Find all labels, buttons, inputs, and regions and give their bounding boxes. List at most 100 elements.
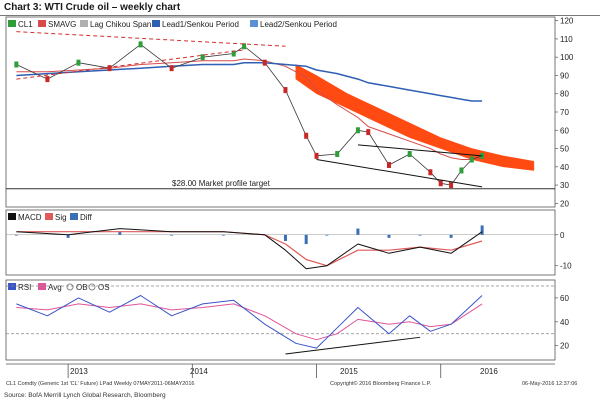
legend-macd: MACD (18, 213, 42, 222)
rsi-tick-label-20: 20 (560, 342, 569, 351)
legend-lead2: Lead2/Senkou Period (260, 20, 337, 29)
cl1-bar-2013-02 (76, 59, 81, 66)
macd-tick-label--10: -10 (560, 262, 572, 271)
legend-swatch-os (88, 283, 96, 291)
title-rule (0, 15, 600, 16)
price-tick-label-120: 120 (560, 17, 574, 26)
cl1-bar-2015-10 (407, 151, 412, 158)
channel-upper-trendline (16, 31, 286, 47)
price-tick-label-70: 70 (560, 108, 569, 117)
macd-signal-line (16, 231, 483, 267)
macd-diff-bar-2012-08 (14, 234, 18, 236)
legend-swatch-chikou (80, 20, 88, 27)
cl1-bar-2016-04 (469, 156, 474, 163)
macd-diff-bar-2015-02 (325, 234, 329, 236)
cl1-bar-2014-05 (231, 50, 236, 57)
cl1-bar-2014-08 (262, 59, 267, 66)
cl1-bar-2015-06 (366, 129, 371, 136)
cl1-bar-2014-06 (242, 43, 247, 50)
price-tick-label-100: 100 (560, 53, 574, 62)
legend-swatch-lead1 (152, 20, 160, 27)
legend-swatch-ob (66, 283, 74, 291)
legend-swatch-macd (8, 213, 16, 220)
macd-diff-bar-2014-10 (283, 234, 287, 241)
macd-diff-bar-2014-12 (304, 234, 308, 245)
price-tick-label-110: 110 (560, 35, 573, 44)
legend-os: OS (98, 283, 110, 292)
cl1-bar-2013-05 (107, 65, 112, 72)
legend-swatch-sig (45, 213, 53, 220)
cl1-bar-2015-05 (355, 127, 360, 134)
legend-swatch-rsi (8, 283, 16, 290)
rsi-divergence-arrow (285, 336, 421, 355)
macd-line (16, 228, 483, 270)
cl1-bar-2014-12 (304, 132, 309, 139)
footer-left: CL1 Comdty (Generic 1st 'CL' Future) LPa… (6, 381, 195, 387)
legend-smavg: SMAVG (48, 20, 76, 29)
price-tick-label-40: 40 (560, 163, 569, 172)
price-tick-label-90: 90 (560, 71, 569, 80)
macd-diff-bar-2013-11 (170, 234, 174, 236)
cl1-bar-2016-03 (459, 167, 464, 174)
legend-cl1: CL1 (18, 20, 33, 29)
macd-diff-bar-2015-08 (387, 234, 391, 238)
macd-diff-bar-2015-05 (356, 228, 360, 235)
lead2-line (16, 61, 483, 102)
rsi-legend: RSI Avg OB OS (8, 283, 110, 292)
cl1-bar-2015-08 (386, 161, 391, 168)
x-label-2016: 2016 (480, 367, 498, 376)
macd-diff-bar-2015-11 (418, 234, 422, 236)
macd-diff-bar-2014-04 (221, 234, 225, 236)
wedge-upper-trendline (357, 144, 483, 157)
cl1-bar-2015-01 (314, 152, 319, 159)
legend-sig: Sig (55, 213, 67, 222)
cl1-bar-2015-03 (335, 151, 340, 158)
legend-lead1: Lead1/Senkou Period (162, 20, 239, 29)
rsi-line (16, 295, 483, 349)
macd-diff-bar-2016-02 (449, 234, 453, 238)
legend-swatch-lead2 (250, 20, 258, 27)
x-label-2015: 2015 (340, 367, 358, 376)
macd-diff-bar-2013-01 (66, 234, 70, 238)
smavg-line (16, 58, 483, 160)
macd-diff-bar-2013-06 (118, 231, 122, 235)
wedge-lower-trendline (316, 159, 483, 188)
legend-chikou: Lag Chikou Span (90, 20, 151, 29)
footer-center: Copyright© 2016 Bloomberg Finance L.P. (330, 381, 432, 387)
price-tick-label-20: 20 (560, 199, 569, 208)
legend-swatch-diff (70, 213, 78, 220)
cl1-bar-2015-12 (428, 169, 433, 176)
legend-avg: Avg (48, 283, 62, 292)
cl1-bar-2016-02 (449, 182, 454, 189)
legend-rsi: RSI (18, 283, 31, 292)
legend-swatch-avg (38, 283, 46, 290)
legend-diff: Diff (80, 213, 93, 222)
macd-tick-label-0: 0 (560, 231, 565, 240)
cl1-bar-2014-02 (200, 54, 205, 61)
legend-swatch-cl1 (8, 20, 16, 27)
rsi-avg-line (16, 303, 483, 341)
legend-swatch-smavg (38, 20, 46, 27)
rsi-tick-label-60: 60 (560, 294, 569, 303)
rsi-panel-frame (5, 279, 556, 361)
macd-panel-frame (5, 209, 556, 276)
macd-legend: MACD Sig Diff (8, 213, 93, 222)
rsi-tick-label-40: 40 (560, 318, 569, 327)
price-tick-label-30: 30 (560, 181, 569, 190)
macd-diff-bar-2016-05 (480, 225, 484, 235)
cl1-bar-2016-01 (438, 180, 443, 187)
target-annotation: $28.00 Market profile target (172, 179, 271, 188)
legend-ob: OB (76, 283, 88, 292)
ichimoku-cloud (295, 64, 535, 171)
price-tick-label-50: 50 (560, 145, 569, 154)
price-tick-label-80: 80 (560, 90, 569, 99)
cl1-bar-2012-11 (45, 76, 50, 83)
cl1-line (16, 44, 483, 186)
channel-lower-trendline (16, 49, 245, 80)
price-panel-frame (5, 16, 556, 208)
source-note: Source: BofA Merrill Lynch Global Resear… (4, 392, 166, 399)
cl1-bar-2014-10 (283, 87, 288, 94)
cl1-bar-2012-08 (14, 61, 19, 68)
footer-right: 06-May-2016 12:37:06 (522, 381, 578, 387)
